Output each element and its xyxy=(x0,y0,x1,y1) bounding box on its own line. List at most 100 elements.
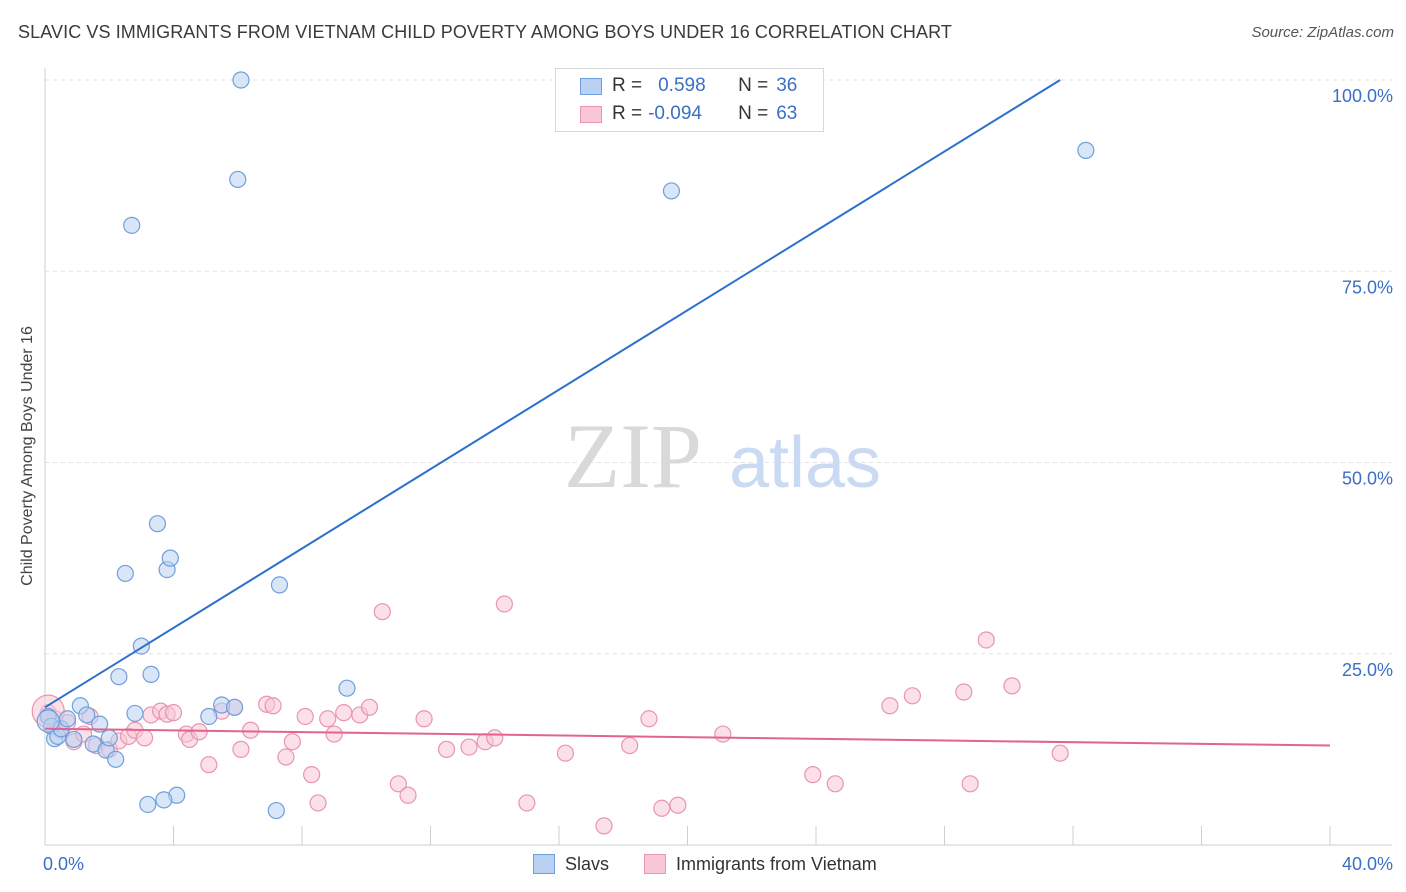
slavs-point-6 xyxy=(65,730,83,749)
vietnam-point-58 xyxy=(961,775,979,793)
slavs-point-14 xyxy=(110,668,128,686)
x-tick-label-1: 40.0% xyxy=(1342,854,1393,874)
y-tick-label-1: 75.0% xyxy=(1342,277,1393,297)
slavs-point-25 xyxy=(225,698,244,716)
slavs-point-large xyxy=(36,709,60,733)
vietnam-point-31 xyxy=(309,794,327,812)
slavs-r-label: R = xyxy=(612,75,643,96)
vietnam-point-47 xyxy=(556,744,575,762)
slavs-point-35 xyxy=(1077,141,1095,159)
legend-row-vietnam: R = -0.094 N = 63 xyxy=(556,101,797,127)
vietnam-point-30 xyxy=(303,766,321,784)
slavs-point-26 xyxy=(229,170,247,189)
slavs-point-10 xyxy=(91,715,109,733)
bottom-legend-vietnam: Immigrants from Vietnam xyxy=(644,851,877,877)
vietnam-point-52 xyxy=(669,796,687,814)
vietnam-point-59 xyxy=(977,631,995,649)
y-tick-label-0: 100.0% xyxy=(1332,86,1393,106)
vietnam-point-49 xyxy=(621,736,639,755)
slavs-point-31 xyxy=(123,216,141,234)
slavs-point-30 xyxy=(338,679,356,697)
vietnam-point-33 xyxy=(325,725,343,743)
slavs-point-33 xyxy=(155,791,173,809)
vietnam-point-57 xyxy=(955,683,973,701)
y-tick-label-2: 50.0% xyxy=(1342,469,1393,489)
watermark-atlas: atlas xyxy=(729,423,881,503)
bottom-slavs-swatch xyxy=(533,854,555,874)
vietnam-point-61 xyxy=(1051,744,1069,762)
vietnam-point-39 xyxy=(399,786,417,804)
vietnam-point-44 xyxy=(486,729,504,747)
vietnam-point-28 xyxy=(283,733,301,751)
slavs-r-value: 0.598 xyxy=(658,75,706,96)
trendlines xyxy=(44,79,1331,747)
slavs-swatch xyxy=(580,77,602,95)
vietnam-point-62 xyxy=(903,687,921,705)
slavs-point-15 xyxy=(116,564,134,583)
slavs-point-18 xyxy=(142,665,160,684)
tick-labels: 100.0% 75.0% 50.0% 25.0% 0.0% 40.0% xyxy=(43,86,1393,874)
slavs-point-27 xyxy=(232,71,250,89)
slavs-n-label: N = xyxy=(738,75,769,96)
vietnam-point-50 xyxy=(640,710,658,728)
vietnam-point-32 xyxy=(319,710,337,728)
slavs-point-28 xyxy=(267,801,285,820)
gridlines xyxy=(45,79,1392,655)
vietnam-point-42 xyxy=(460,738,478,756)
vietnam-point-45 xyxy=(495,595,513,613)
vietnam-point-46 xyxy=(518,794,536,812)
vietnam-r-label: R = xyxy=(612,103,643,124)
slavs-n-value: 36 xyxy=(776,75,798,96)
vietnam-point-54 xyxy=(804,766,822,784)
axes xyxy=(44,68,1392,846)
vietnam-point-55 xyxy=(826,775,844,793)
vietnam-point-40 xyxy=(415,710,433,728)
vietnam-swatch xyxy=(580,105,602,123)
vietnam-point-53 xyxy=(714,725,732,743)
slavs-point-32 xyxy=(139,795,157,814)
vietnam-n-label: N = xyxy=(738,103,769,124)
vietnam-n-value: 63 xyxy=(776,103,798,124)
watermark-zip: ZIP xyxy=(564,405,702,507)
bottom-vietnam-swatch xyxy=(644,854,666,874)
vietnam-point-26 xyxy=(264,697,282,715)
slavs-point-12 xyxy=(100,729,118,747)
vietnam-point-34 xyxy=(335,704,353,722)
slavs-point-34 xyxy=(662,182,681,200)
source-label: Source: ZipAtlas.com xyxy=(1251,24,1394,41)
vietnam-point-16 xyxy=(164,704,183,722)
slavs-point-21 xyxy=(161,549,179,567)
slavs-point-23 xyxy=(200,707,218,726)
slavs-point-5 xyxy=(58,710,77,728)
vietnam-point-37 xyxy=(373,603,391,621)
slavs-point-16 xyxy=(126,704,144,723)
vietnam-point-41 xyxy=(437,740,456,758)
vietnam-point-23 xyxy=(232,740,250,758)
vietnam-point-60 xyxy=(1003,677,1021,695)
bottom-slavs-label: Slavs xyxy=(565,853,610,874)
vietnam-point-29 xyxy=(296,707,314,726)
vietnam-point-51 xyxy=(653,799,671,817)
slavs-point-19 xyxy=(148,515,167,533)
chart-title: SLAVIC VS IMMIGRANTS FROM VIETNAM CHILD … xyxy=(18,22,952,42)
vietnam-point-12 xyxy=(135,729,154,747)
slavs-points xyxy=(36,71,1095,820)
slavs-trendline xyxy=(44,79,1061,709)
vietnam-point-56 xyxy=(881,697,899,715)
slavs-point-13 xyxy=(107,750,125,768)
vietnam-point-27 xyxy=(277,748,295,766)
bottom-legend-slavs: Slavs xyxy=(533,851,609,877)
watermark: ZIP atlas xyxy=(564,405,881,507)
y-tick-label-3: 25.0% xyxy=(1342,660,1393,680)
slavs-point-29 xyxy=(270,576,289,594)
vietnam-point-36 xyxy=(360,698,379,716)
vietnam-points xyxy=(31,595,1069,835)
x-tick-label-0: 0.0% xyxy=(43,854,84,874)
vietnam-point-48 xyxy=(595,817,613,835)
slavs-point-8 xyxy=(78,706,96,724)
vietnam-point-20 xyxy=(200,756,218,774)
legend-row-slavs: R = 0.598 N = 36 xyxy=(556,73,797,99)
vietnam-point-24 xyxy=(242,721,260,739)
vietnam-r-value: -0.094 xyxy=(648,103,702,124)
